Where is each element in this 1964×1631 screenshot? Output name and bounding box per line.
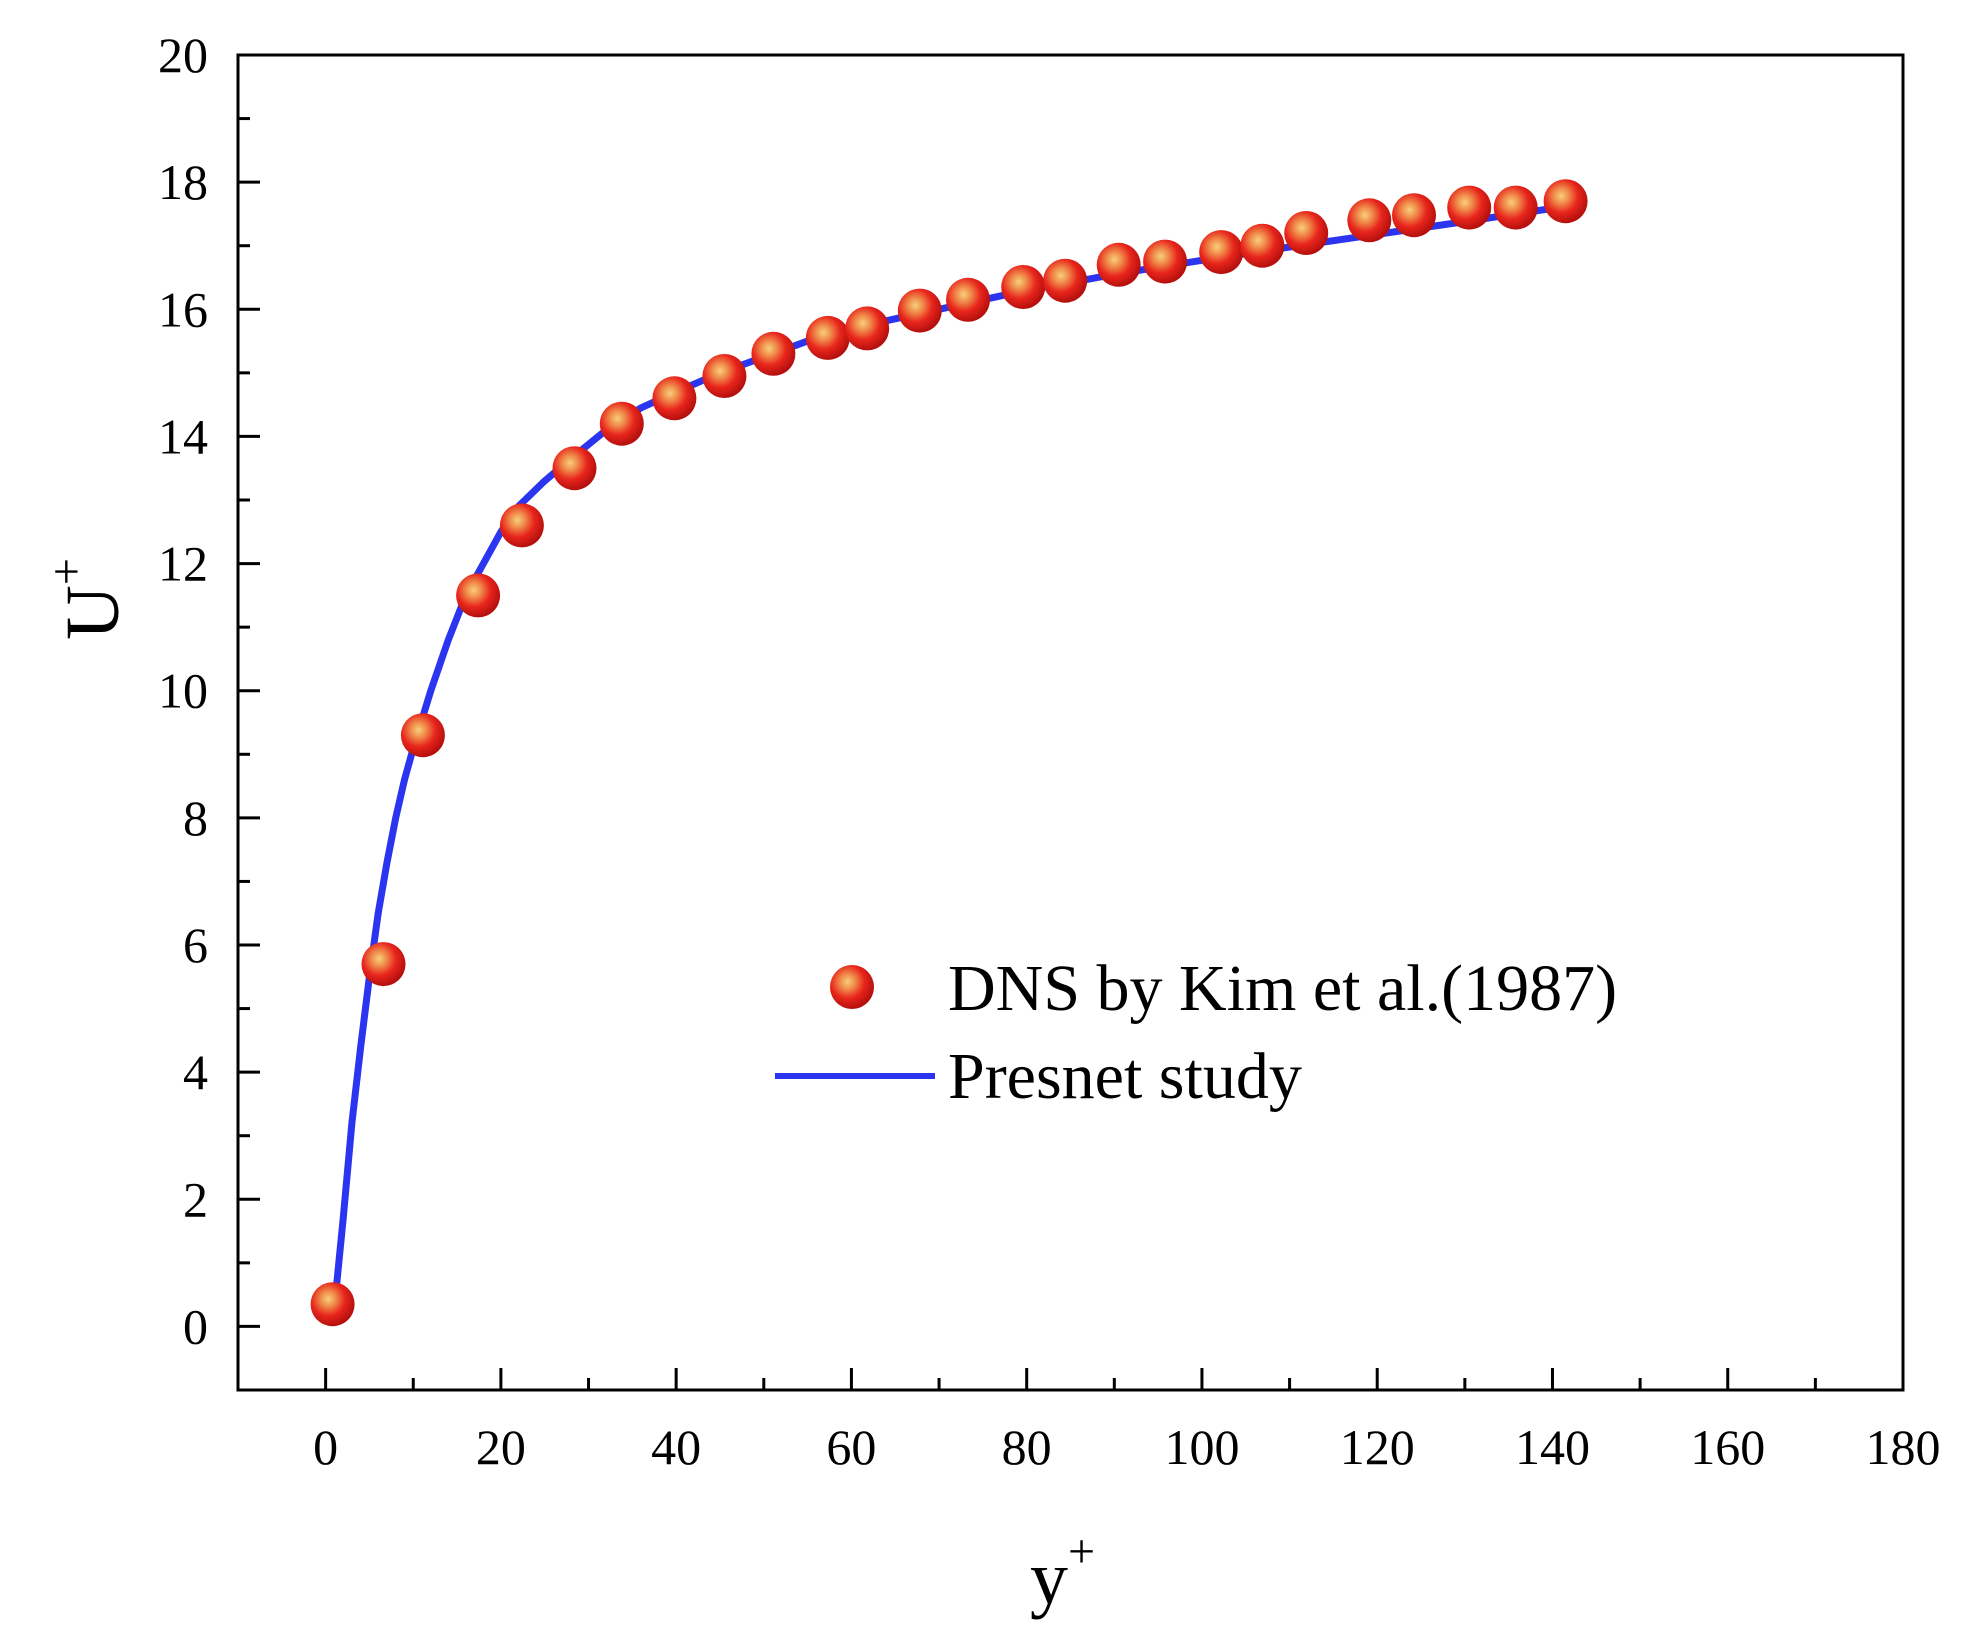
- y-axis-title-sup: +: [40, 558, 93, 585]
- x-tick-label: 40: [651, 1419, 701, 1475]
- x-tick-label: 80: [1002, 1419, 1052, 1475]
- x-tick-label: 160: [1690, 1419, 1765, 1475]
- x-tick-label: 20: [476, 1419, 526, 1475]
- dns-data-point: [946, 277, 990, 322]
- y-axis-title: U+: [40, 558, 135, 640]
- minor-ticks: [238, 117, 1817, 1392]
- dns-data-point: [1392, 193, 1436, 238]
- dns-data-point: [361, 942, 406, 987]
- dns-data-point: [1199, 230, 1244, 275]
- dns-data-point: [1447, 185, 1492, 230]
- major-ticks: [238, 53, 1905, 1390]
- legend-label-presnet: Presnet study: [948, 1040, 1302, 1113]
- dns-data-point: [599, 401, 644, 446]
- dns-data-point: [499, 503, 544, 548]
- legend: DNS by Kim et al.(1987) Presnet study: [775, 952, 1617, 1113]
- x-tick-labels: 0 20 40 60 80 100 120 140 160 180: [313, 1419, 1940, 1475]
- x-tick-label: 0: [313, 1419, 338, 1475]
- x-tick-label: 100: [1164, 1419, 1239, 1475]
- y-tick-label: 12: [158, 536, 208, 592]
- dns-data-point: [751, 331, 796, 376]
- dns-data-point: [1543, 179, 1588, 224]
- x-tick-label: 180: [1866, 1419, 1941, 1475]
- presnet-study-line: [330, 200, 1583, 1311]
- y-tick-label: 16: [158, 281, 208, 337]
- x-tick-label: 60: [826, 1419, 876, 1475]
- series-points-group: [310, 179, 1588, 1327]
- dns-data-point: [1043, 258, 1088, 303]
- x-axis-title-sup: +: [1068, 1525, 1095, 1578]
- y-tick-labels: 0 2 4 6 8 10 12 14 16 18 20: [158, 27, 208, 1354]
- y-tick-label: 20: [158, 27, 208, 83]
- dns-data-point: [897, 288, 942, 333]
- dns-data-point: [1096, 242, 1141, 287]
- y-tick-label: 18: [158, 154, 208, 210]
- dns-data-point: [845, 306, 890, 351]
- dns-data-point: [400, 713, 445, 758]
- x-axis-title-main: y: [1030, 1536, 1068, 1620]
- dns-data-point: [702, 354, 747, 398]
- dns-data-point: [1347, 198, 1392, 243]
- x-tick-label: 140: [1515, 1419, 1590, 1475]
- dns-data-point: [1143, 239, 1188, 284]
- dns-data-point: [1001, 265, 1046, 309]
- y-tick-label: 8: [183, 790, 208, 846]
- dns-data-point: [805, 315, 850, 360]
- dns-data-point: [1284, 211, 1329, 255]
- legend-marker-dns: [830, 965, 874, 1009]
- y-tick-label: 10: [158, 663, 208, 719]
- dns-data-point: [456, 573, 501, 618]
- y-tick-label: 0: [183, 1298, 208, 1354]
- dns-data-point: [310, 1282, 355, 1327]
- plot-frame: [236, 53, 1905, 1392]
- y-tick-label: 14: [158, 408, 208, 464]
- y-tick-label: 6: [183, 917, 208, 973]
- dns-data-point: [1240, 223, 1285, 268]
- y-axis-title-main: U: [51, 585, 135, 640]
- dns-data-point: [1493, 185, 1538, 230]
- dns-data-point: [652, 376, 697, 421]
- y-tick-label: 4: [183, 1044, 208, 1100]
- legend-label-dns: DNS by Kim et al.(1987): [948, 952, 1617, 1025]
- dns-data-point: [552, 446, 597, 491]
- x-tick-label: 120: [1340, 1419, 1415, 1475]
- y-tick-label: 2: [183, 1171, 208, 1227]
- x-axis-title: y+: [1030, 1525, 1095, 1620]
- series-line-group: [330, 200, 1583, 1311]
